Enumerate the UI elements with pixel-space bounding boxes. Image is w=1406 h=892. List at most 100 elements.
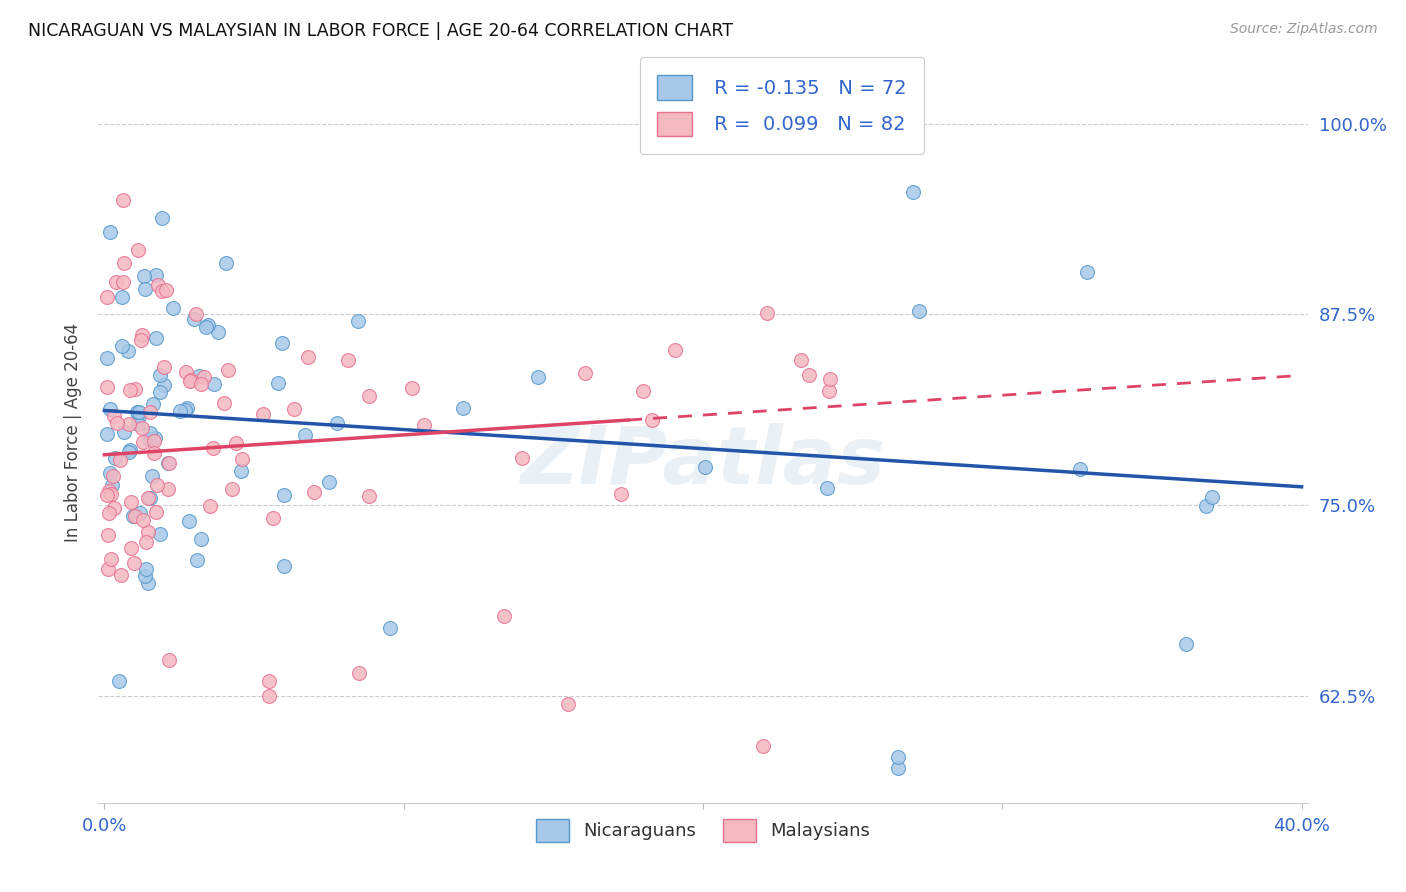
- Point: [139, 405, 162, 419]
- Point: [108, 453, 131, 467]
- Point: [139, 425, 162, 440]
- Point: [297, 350, 319, 364]
- Point: [194, 320, 217, 334]
- Point: [318, 475, 340, 489]
- Point: [267, 376, 290, 390]
- Point: [815, 481, 838, 495]
- Point: [149, 368, 172, 383]
- Point: [217, 363, 239, 377]
- Point: [156, 482, 179, 496]
- Point: [202, 441, 225, 455]
- Point: [359, 389, 381, 403]
- Point: [186, 307, 208, 321]
- Point: [127, 243, 149, 257]
- Point: [125, 404, 148, 418]
- Point: [188, 369, 211, 384]
- Point: [179, 374, 201, 388]
- Point: [1201, 491, 1223, 505]
- Point: [138, 491, 160, 505]
- Point: [105, 275, 128, 289]
- Point: [98, 506, 121, 520]
- Point: [180, 373, 202, 387]
- Point: [112, 425, 135, 440]
- Point: [186, 553, 208, 567]
- Point: [797, 368, 820, 382]
- Point: [98, 483, 121, 498]
- Point: [100, 487, 122, 501]
- Point: [98, 466, 121, 480]
- Point: [117, 344, 139, 359]
- Point: [347, 666, 370, 681]
- Point: [886, 750, 908, 764]
- Point: [131, 421, 153, 435]
- Point: [143, 431, 166, 445]
- Point: [124, 508, 146, 523]
- Point: [103, 500, 125, 515]
- Point: [155, 283, 177, 297]
- Point: [169, 403, 191, 417]
- Point: [122, 556, 145, 570]
- Point: [633, 384, 655, 399]
- Point: [494, 609, 516, 624]
- Point: [197, 318, 219, 333]
- Point: [145, 331, 167, 345]
- Y-axis label: In Labor Force | Age 20-64: In Labor Force | Age 20-64: [65, 323, 83, 542]
- Point: [173, 402, 195, 417]
- Point: [100, 551, 122, 566]
- Point: [527, 370, 550, 384]
- Point: [221, 482, 243, 496]
- Point: [117, 445, 139, 459]
- Point: [346, 314, 368, 328]
- Text: NICARAGUAN VS MALAYSIAN IN LABOR FORCE | AGE 20-64 CORRELATION CHART: NICARAGUAN VS MALAYSIAN IN LABOR FORCE |…: [28, 22, 733, 40]
- Point: [150, 211, 173, 225]
- Point: [146, 477, 169, 491]
- Point: [789, 353, 811, 368]
- Point: [202, 376, 225, 391]
- Point: [145, 268, 167, 282]
- Point: [145, 506, 167, 520]
- Point: [283, 401, 305, 416]
- Point: [121, 509, 143, 524]
- Point: [149, 526, 172, 541]
- Text: Source: ZipAtlas.com: Source: ZipAtlas.com: [1230, 22, 1378, 37]
- Point: [98, 225, 121, 239]
- Legend: Nicaraguans, Malaysians: Nicaraguans, Malaysians: [529, 812, 877, 849]
- Point: [176, 401, 198, 416]
- Point: [136, 525, 159, 540]
- Point: [273, 559, 295, 574]
- Point: [212, 396, 235, 410]
- Point: [886, 761, 908, 775]
- Point: [693, 460, 716, 475]
- Point: [128, 405, 150, 419]
- Point: [225, 436, 247, 450]
- Point: [105, 416, 128, 430]
- Point: [111, 275, 134, 289]
- Point: [135, 561, 157, 575]
- Point: [336, 353, 359, 368]
- Point: [326, 417, 349, 431]
- Point: [131, 328, 153, 343]
- Point: [302, 484, 325, 499]
- Point: [138, 432, 160, 446]
- Point: [96, 351, 118, 366]
- Point: [97, 562, 120, 576]
- Point: [252, 407, 274, 421]
- Point: [153, 359, 176, 374]
- Point: [820, 371, 842, 385]
- Point: [96, 427, 118, 442]
- Point: [96, 488, 118, 502]
- Point: [162, 301, 184, 315]
- Point: [378, 621, 401, 635]
- Point: [190, 532, 212, 546]
- Point: [664, 343, 686, 357]
- Point: [1195, 499, 1218, 513]
- Point: [752, 739, 775, 754]
- Point: [1069, 462, 1091, 476]
- Point: [149, 385, 172, 400]
- Point: [97, 528, 120, 542]
- Point: [200, 500, 222, 514]
- Point: [124, 382, 146, 396]
- Point: [128, 409, 150, 424]
- Point: [510, 450, 533, 465]
- Point: [134, 269, 156, 284]
